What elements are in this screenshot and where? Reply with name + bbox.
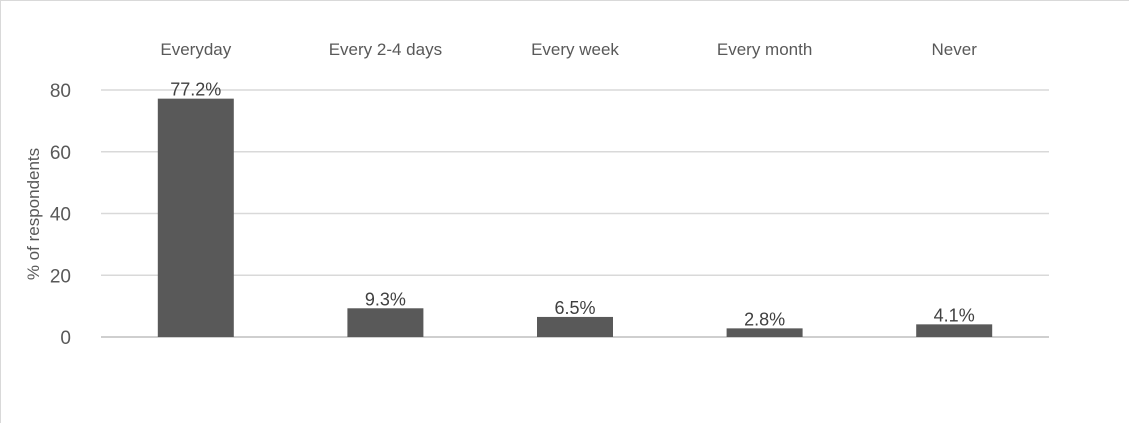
data-label: 9.3% bbox=[365, 289, 406, 309]
y-tick-label: 80 bbox=[50, 81, 71, 102]
data-labels: 77.2% 9.3% 6.5% 2.8% 4.1% bbox=[170, 80, 974, 330]
data-label: 4.1% bbox=[934, 305, 975, 325]
y-axis-label: % of respondents bbox=[24, 148, 43, 280]
data-label: 2.8% bbox=[744, 309, 785, 329]
y-tick-label: 20 bbox=[50, 266, 71, 287]
bar bbox=[537, 316, 613, 337]
category-label: Every month bbox=[717, 40, 812, 59]
bar bbox=[347, 308, 424, 337]
bars bbox=[157, 98, 993, 338]
category-label: Everyday bbox=[160, 40, 231, 59]
y-tick-label: 0 bbox=[60, 328, 71, 349]
category-label: Never bbox=[932, 40, 978, 59]
data-label: 77.2% bbox=[170, 80, 221, 100]
bar bbox=[157, 98, 234, 338]
y-tick-label: 40 bbox=[50, 205, 71, 226]
y-tick-label: 60 bbox=[50, 143, 71, 164]
data-label: 6.5% bbox=[554, 298, 595, 318]
category-label: Every week bbox=[531, 40, 619, 59]
bar bbox=[726, 328, 803, 337]
y-axis-ticks: 0 20 40 60 80 bbox=[50, 81, 71, 349]
gridlines bbox=[101, 89, 1049, 338]
bar bbox=[916, 324, 993, 337]
category-label: Every 2-4 days bbox=[329, 40, 442, 59]
category-labels: Everyday Every 2-4 days Every week Every mo… bbox=[160, 40, 977, 59]
